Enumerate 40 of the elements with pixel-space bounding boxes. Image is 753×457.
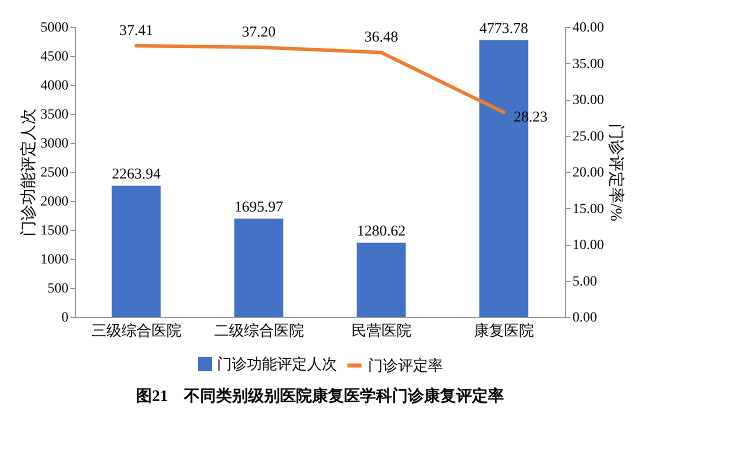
x-tick-label: 民营医院 [351, 322, 412, 340]
x-tick-label: 二级综合医院 [214, 322, 304, 340]
y-tick-label: 1500 [40, 224, 68, 238]
line-series [134, 44, 506, 114]
y2-tick-label: 20.00 [572, 166, 604, 180]
y2-tick-label: 25.00 [572, 129, 604, 144]
y-axis-title: 门诊功能评定人次 [20, 108, 38, 236]
y-tick-label: 0 [62, 310, 68, 326]
bar [356, 242, 406, 317]
data-label: 37.20 [242, 24, 276, 40]
y-tick-label: 2500 [40, 166, 68, 180]
y-tick-label: 2000 [40, 194, 68, 210]
data-label: 1280.62 [356, 224, 406, 240]
legend-label: 门诊评定率 [368, 358, 443, 374]
y-tick-label: 500 [48, 282, 68, 296]
x-tick-label: 三级综合医院 [91, 322, 182, 340]
y2-tick-label: 15.00 [572, 202, 604, 217]
data-label: 1695.97 [234, 200, 284, 216]
y2-tick-label: 35.00 [572, 56, 604, 72]
data-label: 36.48 [364, 30, 398, 46]
y-tick-label: 1000 [40, 252, 68, 268]
bar [234, 218, 284, 317]
data-label: 4773.78 [479, 21, 528, 38]
y-tick-label: 4000 [40, 78, 68, 94]
x-tick-label: 康复医院 [474, 322, 534, 340]
bar [112, 186, 161, 317]
y-tick-label: 4500 [40, 50, 68, 64]
y2-axis-title: 门诊评定率/% [607, 124, 625, 222]
y-tick-label: 5000 [40, 20, 68, 36]
data-label: 2263.94 [112, 166, 162, 183]
y2-tick-label: 5.00 [572, 274, 597, 290]
y2-tick-label: 0.00 [572, 310, 597, 326]
y2-tick-label: 10.00 [572, 238, 604, 253]
text: 图21 不同类别级别医院康复医学科门诊康复评定率 [136, 386, 504, 405]
legend-label: 门诊功能评定人次 [217, 356, 337, 373]
y-tick-label: 3000 [40, 136, 68, 152]
y2-tick-label: 30.00 [572, 93, 604, 108]
y2-tick-label: 40.00 [572, 20, 604, 36]
y-tick-label: 3500 [40, 108, 68, 122]
data-label: 37.41 [119, 22, 154, 39]
